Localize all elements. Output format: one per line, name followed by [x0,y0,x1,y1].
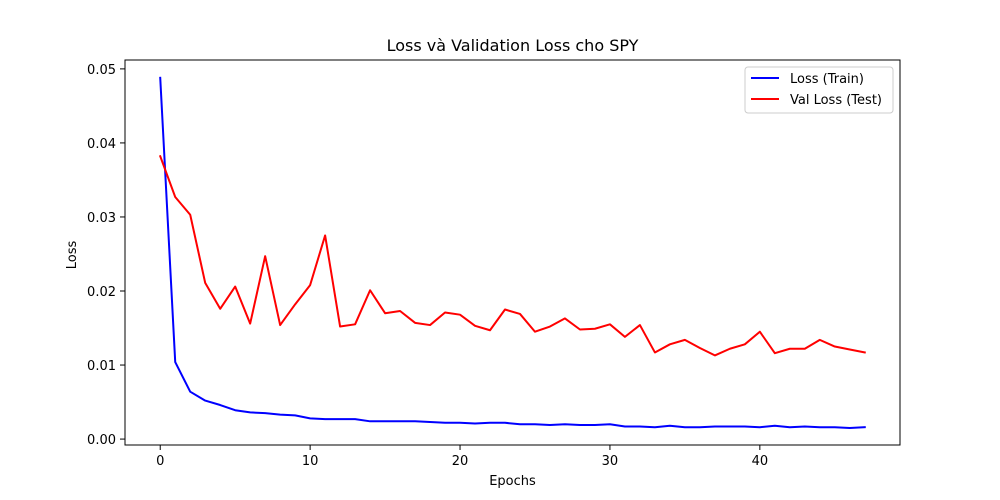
series-line-1 [158,154,866,357]
y-axis-label: Loss [65,241,80,270]
y-tick-label: 0.01 [87,359,116,374]
x-tick-label: 20 [452,454,469,469]
x-tick-label: 30 [602,454,619,469]
y-tick-label: 0.00 [87,433,116,448]
y-tick-label: 0.02 [87,285,116,300]
x-axis-ticks: 0 10 20 30 40 [156,445,768,469]
y-tick-label: 0.03 [87,211,116,226]
x-tick-label: 40 [752,454,769,469]
y-tick-label: 0.05 [87,63,116,78]
legend-label-train: Loss (Train) [790,72,864,87]
y-axis-ticks: 0.00 0.01 0.02 0.03 0.04 0.05 [87,63,125,448]
series-line-0 [159,76,866,429]
x-tick-label: 10 [302,454,319,469]
x-axis-label: Epochs [489,474,536,489]
legend-label-val: Val Loss (Test) [790,93,882,108]
plot-frame [124,59,901,446]
legend-box [744,66,894,114]
chart-title: Loss và Validation Loss cho SPY [387,36,639,55]
legend: Loss (Train) Val Loss (Test) [744,66,894,114]
plot-lines [158,76,866,429]
x-tick-label: 0 [156,454,164,469]
y-tick-label: 0.04 [87,137,116,152]
